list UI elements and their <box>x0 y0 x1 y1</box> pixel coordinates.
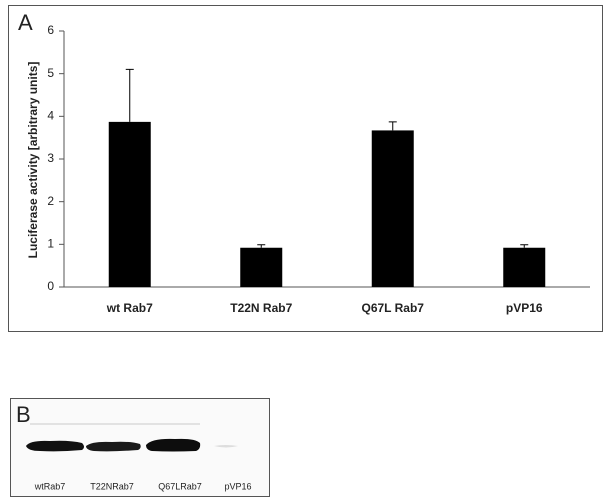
lane-label: pVP16 <box>224 481 251 491</box>
panel-label: B <box>16 402 31 427</box>
band <box>26 441 84 452</box>
y-tick-label: 3 <box>47 151 54 165</box>
band <box>146 439 200 452</box>
lane-label: T22NRab7 <box>90 481 134 491</box>
bar <box>503 248 545 287</box>
y-tick-label: 0 <box>47 279 54 293</box>
lane-label: Q67LRab7 <box>158 481 202 491</box>
y-tick-label: 4 <box>47 109 54 123</box>
y-tick-label: 5 <box>47 66 54 80</box>
bar <box>109 122 151 287</box>
x-tick-label: wt Rab7 <box>106 301 153 315</box>
bar <box>240 248 282 287</box>
band <box>86 442 141 452</box>
x-tick-label: Q67L Rab7 <box>362 301 425 315</box>
figure: A Luciferase activity [arbitrary units] … <box>0 0 606 500</box>
panel-label: A <box>18 10 33 35</box>
y-tick-label: 1 <box>47 237 54 251</box>
lane-label: wtRab7 <box>34 481 66 491</box>
x-tick-label: T22N Rab7 <box>230 301 292 315</box>
x-tick-label: pVP16 <box>506 301 543 315</box>
y-tick-label: 6 <box>47 23 54 37</box>
bar <box>372 130 414 287</box>
y-axis-label: Luciferase activity [arbitrary units] <box>26 62 40 259</box>
y-tick-label: 2 <box>47 194 54 208</box>
